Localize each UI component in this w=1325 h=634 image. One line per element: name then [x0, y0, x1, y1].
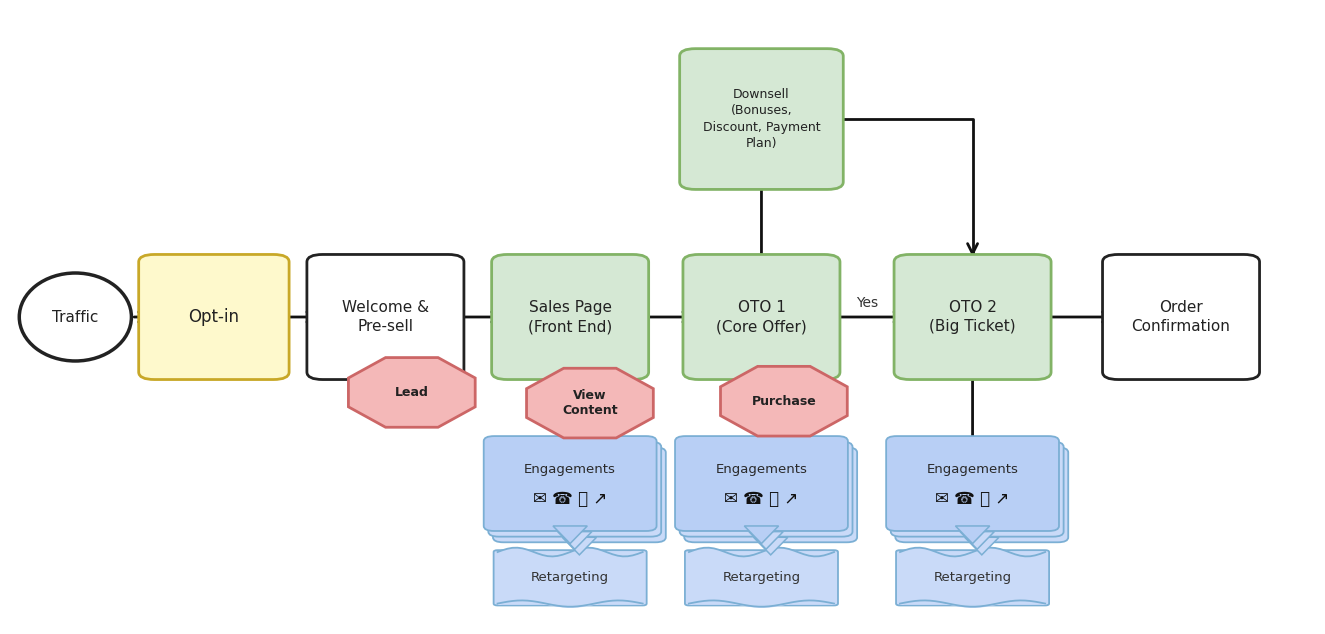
Text: Yes: Yes: [856, 296, 878, 310]
Text: ✉ ☎ 🚚 ↗: ✉ ☎ 🚚 ↗: [725, 490, 799, 508]
Text: View
Content: View Content: [562, 389, 617, 417]
FancyBboxPatch shape: [493, 448, 665, 542]
Text: No: No: [778, 403, 796, 417]
Ellipse shape: [20, 273, 131, 361]
Text: Retargeting: Retargeting: [722, 571, 800, 585]
Text: Engagements: Engagements: [525, 463, 616, 476]
Text: ✉ ☎ 🚚 ↗: ✉ ☎ 🚚 ↗: [533, 490, 607, 508]
Polygon shape: [745, 526, 779, 543]
FancyBboxPatch shape: [674, 436, 848, 531]
Polygon shape: [562, 537, 596, 555]
FancyBboxPatch shape: [894, 254, 1051, 380]
Polygon shape: [558, 532, 592, 549]
FancyBboxPatch shape: [685, 550, 837, 605]
FancyBboxPatch shape: [492, 254, 649, 380]
FancyBboxPatch shape: [484, 436, 657, 531]
Polygon shape: [961, 532, 994, 549]
Text: Order
Confirmation: Order Confirmation: [1132, 300, 1231, 334]
FancyBboxPatch shape: [489, 442, 661, 536]
FancyBboxPatch shape: [682, 254, 840, 380]
Text: Sales Page
(Front End): Sales Page (Front End): [529, 300, 612, 334]
Polygon shape: [955, 526, 990, 543]
Text: OTO 2
(Big Ticket): OTO 2 (Big Ticket): [929, 300, 1016, 334]
Polygon shape: [553, 526, 587, 543]
FancyBboxPatch shape: [680, 49, 843, 190]
Text: Lead: Lead: [395, 386, 429, 399]
FancyBboxPatch shape: [680, 442, 852, 536]
Polygon shape: [721, 366, 847, 436]
Text: ✉ ☎ 🚚 ↗: ✉ ☎ 🚚 ↗: [935, 490, 1010, 508]
Text: Opt-in: Opt-in: [188, 308, 240, 326]
FancyBboxPatch shape: [890, 442, 1064, 536]
Polygon shape: [526, 368, 653, 438]
FancyBboxPatch shape: [494, 550, 647, 605]
Text: Engagements: Engagements: [926, 463, 1019, 476]
Text: Retargeting: Retargeting: [531, 571, 610, 585]
Polygon shape: [754, 537, 788, 555]
Polygon shape: [749, 532, 783, 549]
Text: Purchase: Purchase: [751, 395, 816, 408]
FancyBboxPatch shape: [1102, 254, 1260, 380]
Text: Welcome &
Pre-sell: Welcome & Pre-sell: [342, 300, 429, 334]
Text: Retargeting: Retargeting: [934, 571, 1011, 585]
FancyBboxPatch shape: [684, 448, 857, 542]
FancyBboxPatch shape: [886, 436, 1059, 531]
FancyBboxPatch shape: [896, 448, 1068, 542]
Text: Engagements: Engagements: [716, 463, 807, 476]
Text: Traffic: Traffic: [52, 309, 98, 325]
Polygon shape: [348, 358, 476, 427]
Polygon shape: [965, 537, 999, 555]
FancyBboxPatch shape: [139, 254, 289, 380]
Text: OTO 1
(Core Offer): OTO 1 (Core Offer): [716, 300, 807, 334]
Text: Downsell
(Bonuses,
Discount, Payment
Plan): Downsell (Bonuses, Discount, Payment Pla…: [702, 87, 820, 150]
FancyBboxPatch shape: [896, 550, 1049, 605]
FancyBboxPatch shape: [307, 254, 464, 380]
